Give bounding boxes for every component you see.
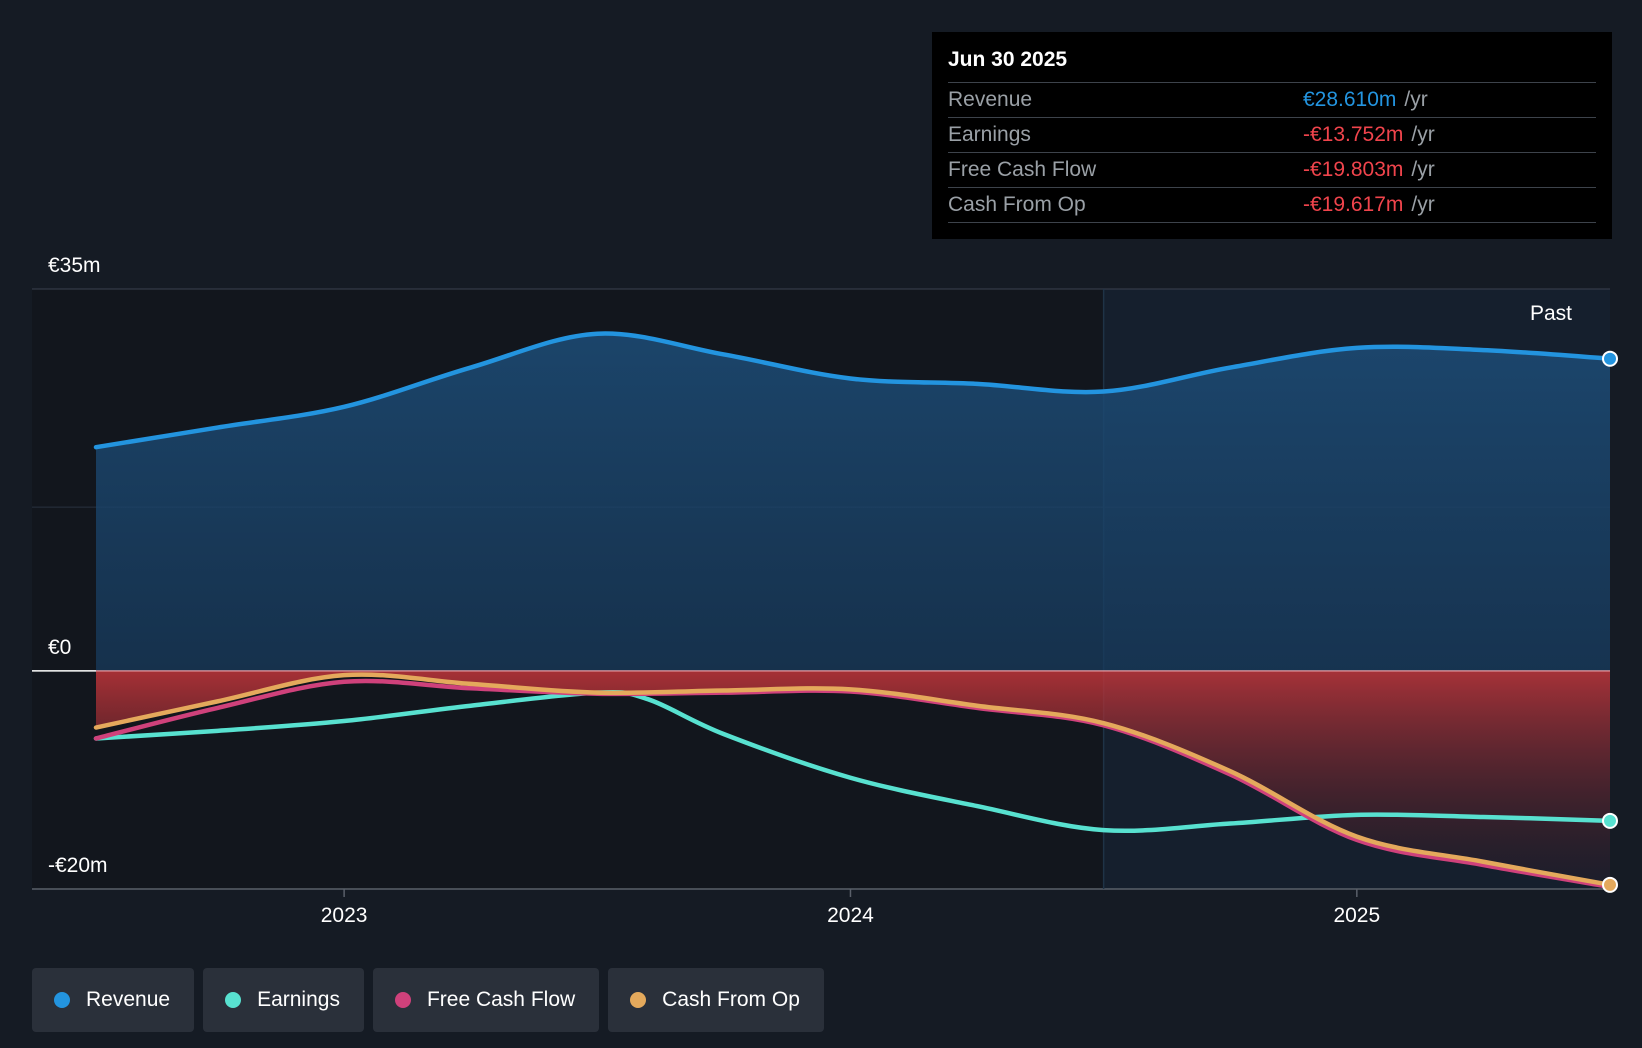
legend: Revenue Earnings Free Cash Flow Cash Fro… <box>32 968 824 1032</box>
x-tick-label: 2023 <box>321 904 368 927</box>
cash-from-op-dot-icon <box>630 992 647 1008</box>
series-lines <box>93 331 1613 890</box>
tooltip-row-free-cash-flow: Free Cash Flow -€19.803m /yr <box>948 153 1596 188</box>
tooltip-value: -€19.617m <box>1303 193 1404 216</box>
y-axis-zero-label: €0 <box>48 636 71 659</box>
cash-from-op-line <box>93 672 1613 888</box>
past-label: Past <box>1530 302 1572 325</box>
earnings-line <box>93 689 1613 834</box>
tooltip-unit: /yr <box>1404 88 1428 111</box>
revenue-area <box>96 333 1610 671</box>
tooltip-unit: /yr <box>1411 123 1435 146</box>
series-end-markers <box>1602 350 1618 893</box>
earnings-end-marker <box>1602 812 1618 829</box>
legend-item-earnings[interactable]: Earnings <box>203 968 364 1032</box>
tooltip-unit: /yr <box>1411 193 1435 216</box>
chart-canvas: €35m €0 -€20m Past 2023 2024 2025 <box>32 254 1618 927</box>
cash-from-op-end-marker <box>1602 876 1618 893</box>
revenue-dot-icon <box>54 992 70 1008</box>
legend-item-free-cash-flow[interactable]: Free Cash Flow <box>372 968 600 1032</box>
tooltip-date: Jun 30 2025 <box>948 46 1596 83</box>
legend-label: Cash From Op <box>662 988 800 1011</box>
y-axis-bottom-label: -€20m <box>48 854 108 877</box>
tooltip-unit: /yr <box>1411 158 1435 181</box>
legend-label: Free Cash Flow <box>426 988 576 1011</box>
tooltip-value: -€13.752m <box>1303 123 1404 146</box>
revenue-end-marker <box>1602 350 1618 367</box>
tooltip-panel: Jun 30 2025 Revenue €28.610m /yr Earning… <box>932 32 1612 239</box>
free-cash-flow-dot-icon <box>394 992 411 1008</box>
y-axis-top-label: €35m <box>48 254 101 277</box>
legend-label: Revenue <box>86 988 171 1011</box>
tooltip-value: -€19.803m <box>1303 158 1404 181</box>
series-areas <box>32 333 1610 885</box>
x-axis-ticks: 2023 2024 2025 <box>321 889 1380 927</box>
tooltip-row-revenue: Revenue €28.610m /yr <box>948 83 1596 118</box>
legend-item-revenue[interactable]: Revenue <box>32 968 195 1032</box>
x-tick-label: 2024 <box>827 904 874 927</box>
tooltip-value: €28.610m <box>1303 88 1397 111</box>
earnings-dot-icon <box>225 992 242 1008</box>
tooltip-label: Revenue <box>948 88 1033 111</box>
tooltip-row-earnings: Earnings -€13.752m /yr <box>948 118 1596 153</box>
legend-label: Earnings <box>257 988 340 1011</box>
legend-item-cash-from-op[interactable]: Cash From Op <box>608 968 824 1032</box>
x-tick-label: 2025 <box>1333 904 1380 927</box>
tooltip-label: Earnings <box>948 123 1031 146</box>
cash-flow-negative-area <box>96 670 1610 885</box>
tooltip-label: Free Cash Flow <box>948 158 1097 181</box>
tooltip-row-cash-from-op: Cash From Op -€19.617m /yr <box>948 188 1596 223</box>
tooltip-label: Cash From Op <box>948 193 1086 216</box>
revenue-line <box>93 331 1613 450</box>
